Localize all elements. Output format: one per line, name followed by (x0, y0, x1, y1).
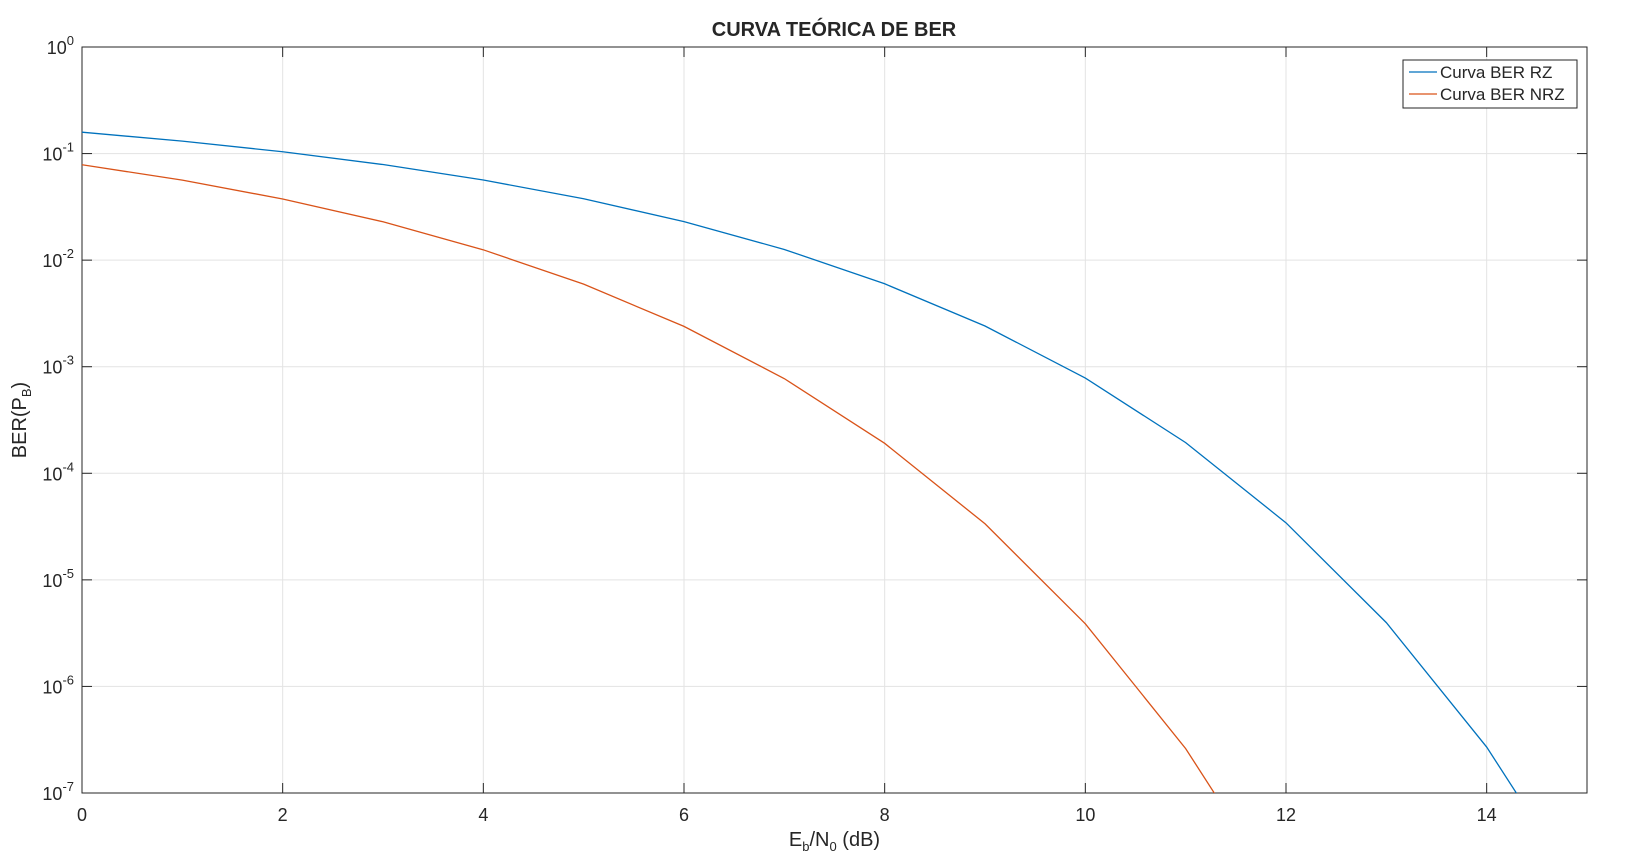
y-tick-label: 10-4 (42, 459, 74, 484)
y-tick-base: 10 (42, 464, 62, 484)
y-tick-label: 10-5 (42, 566, 74, 591)
x-axis-label-part: (dB) (837, 829, 880, 851)
y-axis-label-part: B (19, 388, 34, 397)
x-tick-label: 10 (1075, 805, 1095, 825)
y-tick-base: 10 (42, 677, 62, 697)
x-tick-label: 2 (278, 805, 288, 825)
x-tick-label: 14 (1477, 805, 1497, 825)
x-tick-label: 0 (77, 805, 87, 825)
plot-area (82, 131, 1518, 793)
x-tick-label: 6 (679, 805, 689, 825)
x-axis-label-part: 0 (830, 839, 837, 854)
y-tick-exponent: -2 (62, 246, 74, 261)
y-tick-label: 100 (47, 33, 74, 58)
axes-box (81, 46, 1588, 794)
y-tick-label: 10-3 (42, 353, 74, 378)
y-tick-label: 10-2 (42, 246, 74, 271)
y-axis-label-part: BER(P (9, 397, 31, 458)
x-axis-label-part: E (789, 829, 802, 851)
y-tick-exponent: -6 (62, 672, 74, 687)
y-tick-base: 10 (42, 358, 62, 378)
x-tick-label: 4 (478, 805, 488, 825)
series-line (82, 131, 1518, 793)
y-tick-label: 10-7 (42, 779, 74, 804)
y-tick-exponent: 0 (67, 33, 74, 48)
chart-title: CURVA TEÓRICA DE BER (712, 17, 957, 41)
y-tick-base: 10 (42, 251, 62, 271)
y-tick-base: 10 (42, 571, 62, 591)
y-tick-exponent: -3 (62, 353, 74, 368)
y-tick-base: 10 (42, 784, 62, 804)
x-axis-label-part: /N (810, 829, 830, 851)
x-axis-label: Eb/N0 (dB) (789, 829, 880, 854)
x-tick-label: 12 (1276, 805, 1296, 825)
y-tick-exponent: -7 (62, 779, 74, 794)
x-tick-label: 8 (880, 805, 890, 825)
y-tick-exponent: -1 (62, 140, 74, 155)
legend-label: Curva BER RZ (1440, 63, 1552, 82)
legend-label: Curva BER NRZ (1440, 85, 1565, 104)
series-line (82, 164, 1216, 793)
y-tick-label: 10-6 (42, 672, 74, 697)
y-tick-base: 10 (47, 38, 67, 58)
y-axis-label: BER(PB) (9, 382, 34, 458)
y-axis-label-part: ) (9, 382, 31, 389)
y-tick-base: 10 (42, 145, 62, 165)
legend-box (1402, 59, 1578, 109)
y-tick-exponent: -4 (62, 459, 74, 474)
y-tick-exponent: -5 (62, 566, 74, 581)
x-axis-label-part: b (802, 839, 809, 854)
y-tick-label: 10-1 (42, 140, 74, 165)
